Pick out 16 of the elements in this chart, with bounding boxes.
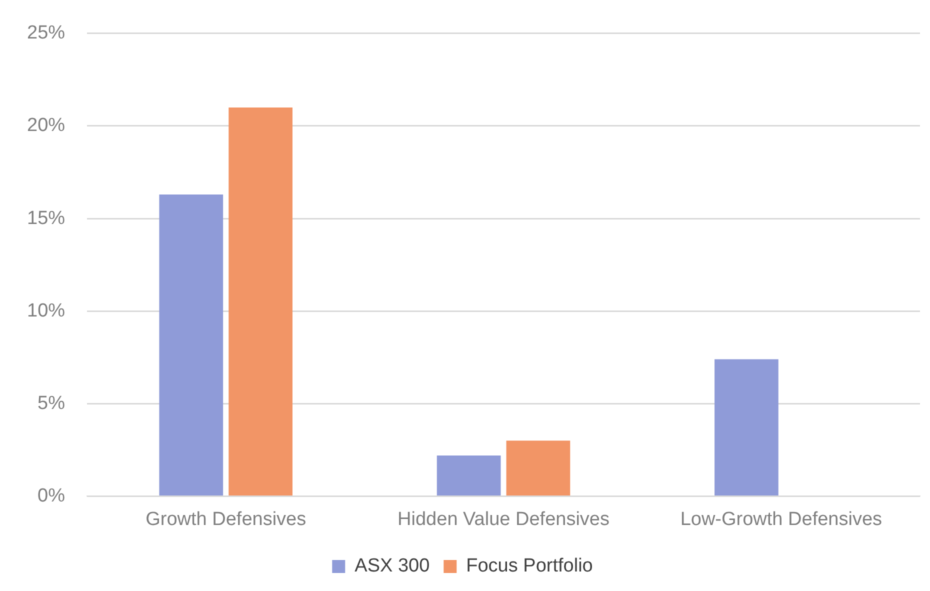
y-tick-label: 15% [26,208,66,229]
bar [506,440,570,496]
bar [436,455,501,496]
bar [714,359,778,496]
y-tick-label: 20% [26,115,66,136]
legend-label: Focus Portfolio [466,556,593,577]
x-tick-label: Growth Defensives [146,508,306,530]
bar [159,194,224,496]
y-tick-label: 10% [26,300,66,322]
y-tick-label: 0% [38,485,66,506]
y-tick-label: 25% [26,22,66,44]
x-tick-label: Hidden Value Defensives [398,508,610,530]
legend-label: ASX 300 [354,556,430,577]
y-tick-label: 5% [38,392,66,414]
bar [228,107,292,496]
x-tick-label: Low-Growth Defensives [680,508,882,530]
